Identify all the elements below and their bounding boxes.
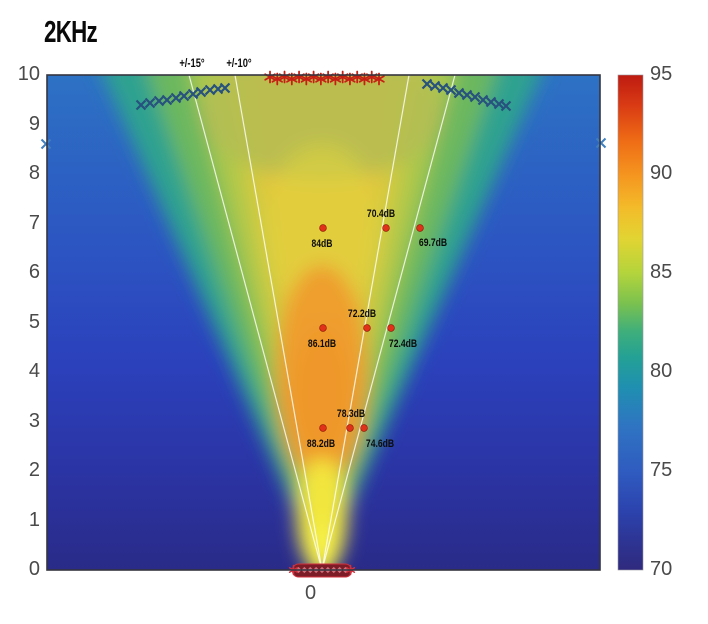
measurement-label: 72.2dB: [347, 308, 377, 320]
measurement-label: 70.4dB: [366, 208, 396, 220]
measurement-label: 84dB: [311, 238, 333, 250]
measurement-dot: [360, 424, 368, 432]
blue-x-marker: [469, 91, 481, 103]
beam-heat-field: [103, 75, 541, 570]
y-tick-label: 7: [28, 211, 40, 234]
chart-title: 2KHz: [44, 14, 98, 49]
beam-angle-line: [321, 75, 410, 570]
plot-border: [46, 74, 601, 571]
blue-x-marker: [477, 94, 489, 106]
measurement-dot: [346, 424, 354, 432]
x-tick-label: 0: [304, 582, 317, 604]
blue-x-marker: [161, 94, 173, 106]
blue-x-marker: [493, 98, 505, 110]
measurement-dot: [319, 324, 327, 332]
beam-angle-line: [234, 75, 323, 570]
blue-x-marker: [135, 99, 147, 111]
y-tick-label: 10: [17, 63, 40, 85]
measurement-label: 74.6dB: [365, 438, 395, 450]
y-tick-label: 2: [28, 459, 40, 481]
marker-layer: [40, 70, 607, 578]
angle-annotation: +/-15°: [179, 56, 205, 70]
blue-x-marker: [144, 97, 156, 109]
blue-x-marker: [170, 92, 182, 104]
y-tick-label: 0: [28, 558, 40, 580]
measurement-label: 72.4dB: [388, 338, 418, 350]
measurement-label: 88.2dB: [306, 438, 336, 450]
blue-x-marker: [485, 96, 497, 108]
measurement-label: 69.7dB: [418, 237, 448, 249]
blue-x-marker: [461, 89, 473, 101]
blue-x-marker: [500, 100, 512, 112]
measurement-dot: [363, 324, 371, 332]
angle-annotation: +/-10°: [226, 56, 252, 70]
edge-x-marker: [40, 138, 52, 150]
blue-x-marker: [187, 88, 199, 100]
measurement-dot: [416, 224, 424, 232]
colorbar-tick-label: 75: [650, 459, 673, 481]
blue-x-marker: [453, 87, 465, 99]
y-tick-label: 5: [28, 310, 40, 333]
y-tick-label: 9: [28, 112, 40, 135]
blue-x-marker: [445, 84, 457, 96]
edge-x-marker: [595, 137, 607, 149]
blue-x-marker: [437, 82, 449, 94]
measurement-dot: [319, 424, 327, 432]
blue-x-marker: [178, 90, 190, 102]
measurement-label: 86.1dB: [307, 338, 337, 350]
colorbar-tick-label: 95: [650, 63, 673, 85]
y-tick-label: 6: [28, 261, 40, 283]
measurement-dot: [382, 224, 390, 232]
blue-x-marker: [421, 78, 433, 90]
beam-angle-lines: [188, 75, 456, 570]
blue-x-marker: [429, 80, 441, 92]
colorbar-tick-label: 85: [650, 261, 673, 283]
y-tick-label: 1: [28, 508, 40, 531]
colorbar-tick-label: 70: [650, 558, 673, 580]
colorbar-tick-label: 80: [650, 360, 673, 382]
y-tick-label: 3: [28, 409, 40, 432]
y-tick-label: 8: [28, 162, 40, 184]
measurement-dot: [319, 224, 327, 232]
y-tick-label: 4: [28, 360, 40, 382]
colorbar: [617, 74, 644, 571]
blue-x-marker: [219, 82, 231, 94]
colorbar-tick-label: 90: [650, 162, 673, 184]
measurement-label: 78.3dB: [336, 408, 366, 420]
beam-angle-line: [188, 75, 323, 570]
beam-angle-line: [321, 75, 456, 570]
blue-x-marker: [195, 86, 207, 98]
measurement-dot: [387, 324, 395, 332]
